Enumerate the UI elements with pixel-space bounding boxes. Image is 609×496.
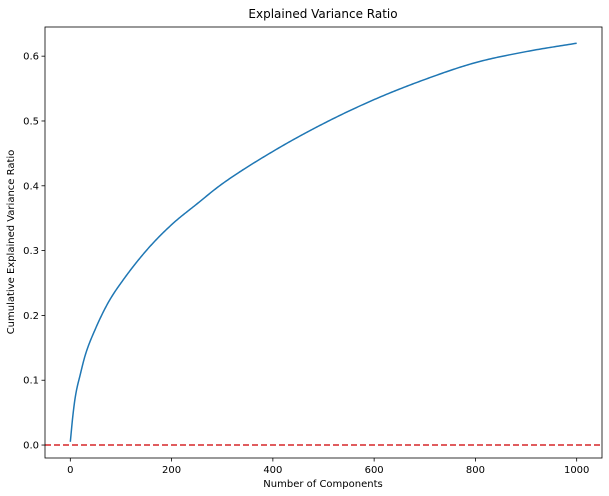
x-tick-label: 400	[263, 465, 282, 476]
tick-layer: 0 200 400 600 800 1000 0.0 0.1 0.2 0.3 0.4 0.5 0.6	[23, 52, 589, 476]
y-tick-label: 0.1	[23, 376, 39, 387]
series-line-0	[69, 42, 577, 443]
axes-frame	[44, 26, 603, 459]
y-tick-label: 0.2	[23, 311, 39, 322]
y-tick-label: 0.6	[23, 52, 39, 63]
y-tick-label: 0.3	[23, 246, 39, 257]
x-tick-label: 600	[365, 465, 384, 476]
x-tick-label: 1000	[564, 465, 589, 476]
chart-title: Explained Variance Ratio	[248, 7, 397, 21]
x-tick-label: 200	[162, 465, 181, 476]
x-tick-label: 800	[466, 465, 485, 476]
y-tick-label: 0.4	[23, 181, 39, 192]
y-tick-label: 0.5	[23, 116, 39, 127]
x-axis-label: Number of Components	[263, 479, 382, 490]
x-tick-label: 0	[67, 465, 73, 476]
y-tick-label: 0.0	[23, 441, 39, 452]
y-axis-label: Cumulative Explained Variance Ratio	[6, 150, 17, 335]
plot-layer	[45, 42, 602, 446]
